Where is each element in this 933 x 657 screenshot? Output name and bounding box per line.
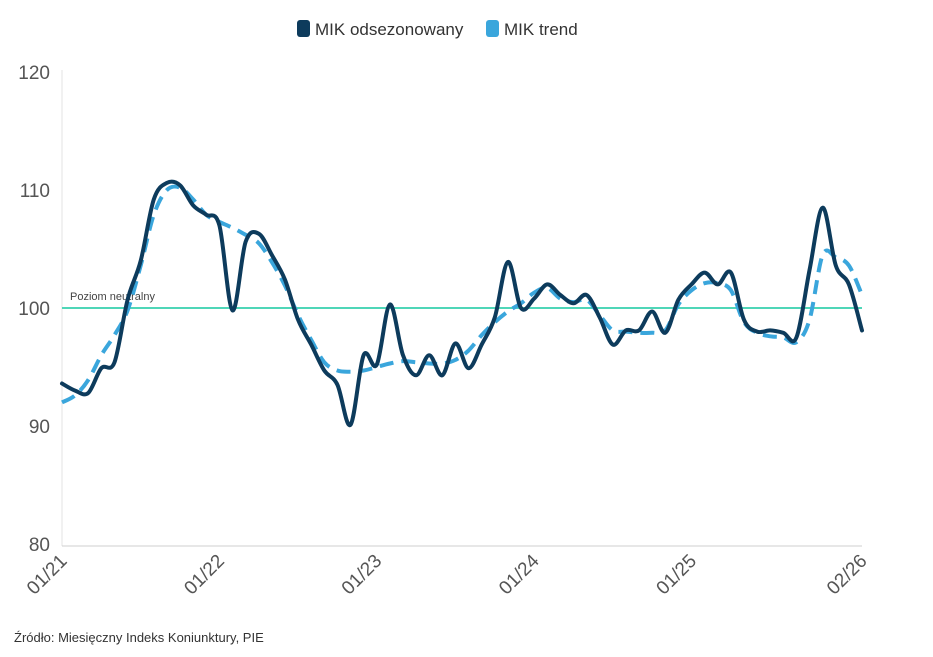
y-tick-label: 90 [29, 417, 50, 438]
y-tick-label: 120 [18, 63, 50, 84]
series-line-trend [61, 184, 864, 405]
legend-label-odsezonowany: MIK odsezonowany [315, 20, 464, 39]
x-tick-label: 02/26 [823, 551, 871, 599]
y-tick-label: 110 [20, 181, 50, 202]
y-tick-label: 100 [18, 299, 50, 320]
series-line-odsezonowany [60, 179, 864, 427]
neutral-level-label: Poziom neutralny [70, 291, 155, 303]
x-tick-label: 01/24 [495, 550, 544, 599]
legend: MIK odsezonowany MIK trend [297, 20, 578, 39]
x-tick-label: 01/22 [180, 551, 228, 599]
x-tick-label: 01/23 [338, 551, 386, 599]
legend-swatch-trend [486, 20, 499, 37]
x-tick-label: 01/25 [653, 551, 701, 599]
legend-label-trend: MIK trend [504, 20, 578, 39]
x-tick-label: 01/21 [23, 551, 71, 599]
legend-swatch-odsezonowany [297, 20, 310, 37]
y-tick-label: 80 [29, 535, 50, 556]
source-note: Źródło: Miesięczny Indeks Koniunktury, P… [14, 630, 264, 645]
